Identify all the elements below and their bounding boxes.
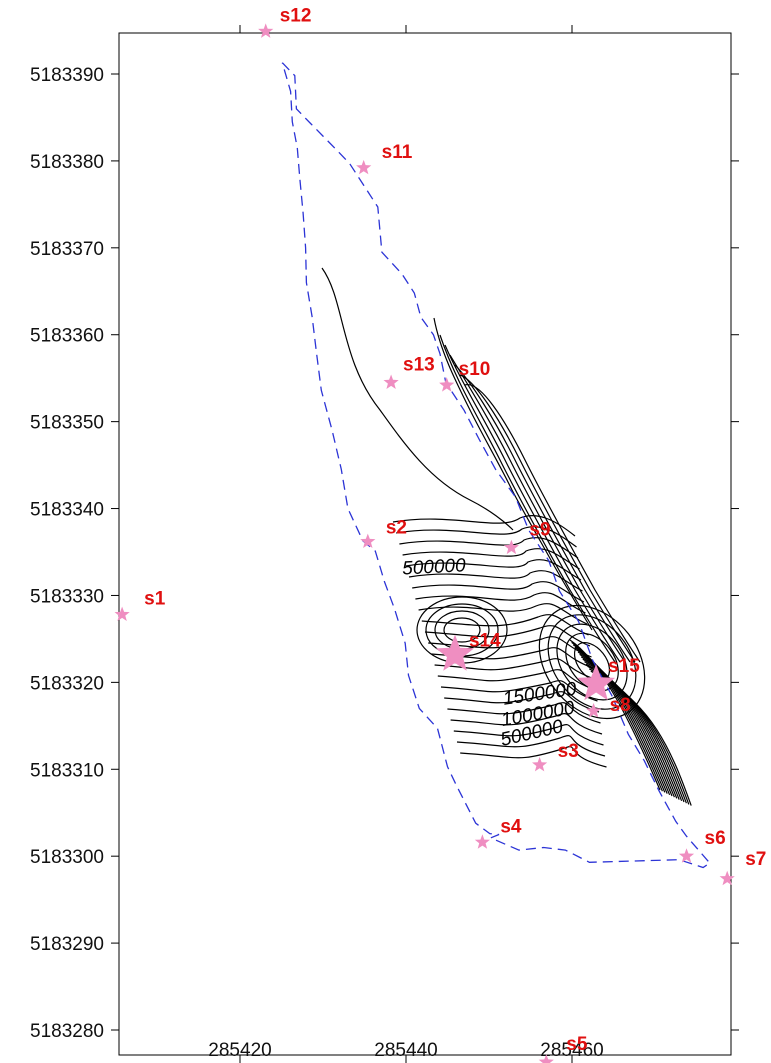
station-star-icon — [474, 834, 490, 849]
contour-line — [459, 374, 636, 663]
contour-line — [440, 680, 598, 702]
contour-line — [424, 625, 591, 647]
station-label-s13: s13 — [403, 355, 435, 376]
station-star-icon — [719, 870, 735, 886]
contour-line — [399, 537, 579, 559]
station-label-s2: s2 — [386, 518, 407, 539]
station-label-s7: s7 — [745, 849, 766, 870]
contour-line — [412, 581, 585, 603]
contour-line — [444, 691, 600, 713]
contour-line — [584, 661, 683, 802]
y-tick-label: 5183340 — [30, 500, 104, 521]
axes: 285420 285440 285460 5183280 5183290 5183300 5… — [30, 25, 739, 1063]
contour-line — [464, 384, 641, 663]
station-labels: s1 s2 s3 s4 s5 s6 s7 s8 s9 s10 s11 s12 s13 s14 s15 — [144, 5, 766, 1055]
contour-line — [421, 614, 589, 636]
contour-line — [396, 526, 577, 548]
station-label-s1: s1 — [144, 589, 166, 610]
x-tick-label: 285460 — [540, 1040, 603, 1061]
contour-line — [454, 364, 631, 663]
station-label-s10: s10 — [459, 359, 491, 380]
station-star-icon — [356, 159, 372, 175]
station-markers — [114, 23, 735, 1063]
station-star-icon — [360, 533, 376, 548]
contour-line — [431, 647, 594, 669]
contour-line — [582, 658, 680, 800]
station-star-icon — [538, 1054, 554, 1063]
contour-line — [590, 670, 692, 806]
station-label-s6: s6 — [705, 828, 726, 849]
contour-line — [415, 592, 586, 614]
plot-frame — [118, 32, 732, 1056]
station-star-icon — [258, 23, 274, 38]
y-tick-label: 5183320 — [30, 673, 104, 694]
contour-value-label: 500000 — [402, 555, 467, 579]
boundary-line — [281, 62, 711, 869]
station-star-icon — [435, 634, 474, 671]
station-label-s5: s5 — [566, 1034, 588, 1055]
station-star-icon — [678, 848, 695, 863]
station-star-icon — [439, 377, 455, 392]
contour-loop — [547, 614, 637, 710]
y-tick-label: 5183360 — [30, 326, 104, 347]
contour-line — [434, 658, 595, 680]
contour-line — [444, 344, 621, 663]
contour-line — [585, 663, 685, 803]
contour-loop — [443, 617, 481, 643]
station-label-s12: s12 — [280, 5, 312, 26]
contour-loop — [556, 623, 628, 701]
contour-lines — [321, 267, 692, 806]
station-star-icon — [114, 606, 130, 621]
contour-loop — [538, 604, 646, 720]
site-boundary — [281, 62, 711, 869]
station-label-s4: s4 — [500, 816, 522, 837]
y-tick-label: 5183390 — [30, 65, 104, 86]
station-label-s8: s8 — [610, 695, 631, 716]
contour-line — [453, 724, 604, 746]
y-tick-label: 5183330 — [30, 586, 104, 607]
station-star-icon — [577, 664, 616, 701]
station-star-icon — [503, 539, 519, 555]
station-star-icon — [532, 756, 548, 772]
contour-line — [408, 570, 583, 592]
contour-line — [405, 559, 582, 581]
contour-line — [456, 735, 606, 757]
y-tick-label: 5183280 — [30, 1021, 104, 1042]
y-tick-label: 5183290 — [30, 934, 104, 955]
station-star-icon — [383, 374, 399, 389]
y-tick-label: 5183380 — [30, 152, 104, 173]
y-tick-label: 5183370 — [30, 239, 104, 260]
station-label-s15: s15 — [608, 656, 640, 677]
contour-loop — [565, 632, 619, 692]
station-label-s11: s11 — [382, 142, 413, 163]
contour-line — [450, 713, 603, 735]
contour-line — [449, 354, 626, 663]
contour-line — [447, 702, 601, 724]
station-label-s14: s14 — [469, 631, 501, 652]
x-tick-label: 285420 — [208, 1040, 271, 1061]
station-label-s9: s9 — [529, 520, 550, 541]
station-star-icon — [586, 703, 602, 718]
y-tick-label: 5183300 — [30, 847, 104, 868]
y-tick-label: 5183350 — [30, 413, 104, 434]
contour-line — [437, 669, 597, 691]
contour-line — [402, 548, 580, 570]
contour-line — [321, 267, 514, 531]
contour-line — [418, 603, 588, 625]
station-label-s3: s3 — [558, 741, 579, 762]
y-tick-label: 5183310 — [30, 760, 104, 781]
x-tick-label: 285440 — [374, 1040, 437, 1061]
contour-line — [428, 636, 592, 658]
contour-line — [460, 746, 607, 768]
contour-line — [392, 515, 576, 537]
contour-line — [439, 334, 616, 663]
